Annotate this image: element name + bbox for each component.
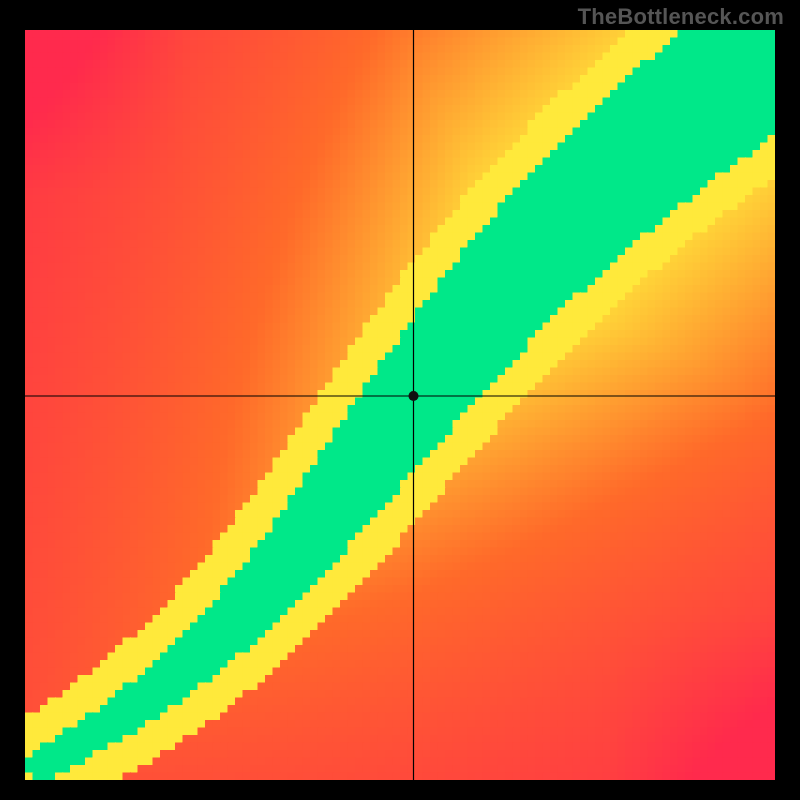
watermark-text: TheBottleneck.com: [578, 4, 784, 30]
heatmap-plot: [25, 30, 775, 780]
heatmap-canvas: [25, 30, 775, 780]
root: TheBottleneck.com: [0, 0, 800, 800]
